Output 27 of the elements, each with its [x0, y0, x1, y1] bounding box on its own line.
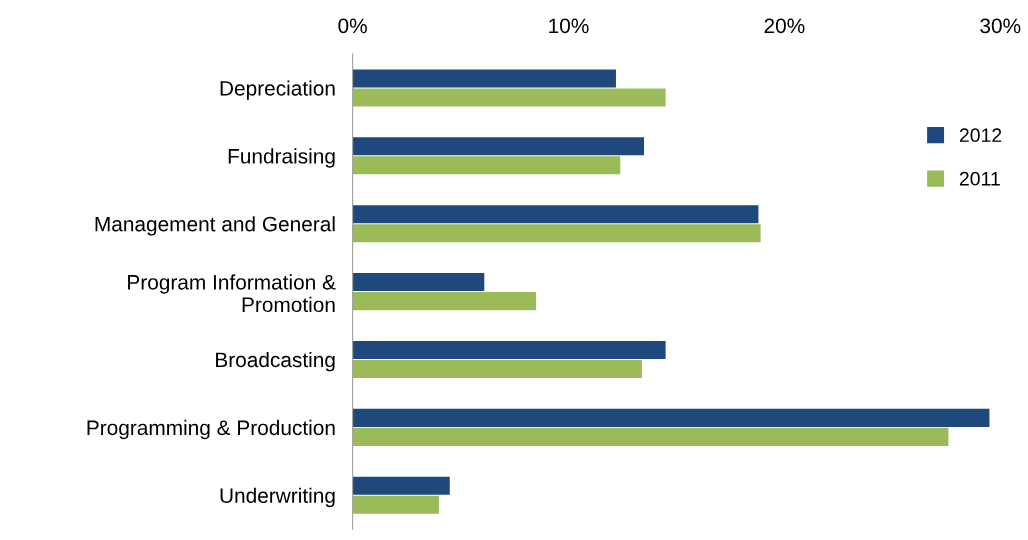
- x-tick-label: 30%: [980, 18, 1021, 34]
- y-tick-label: Depreciation: [220, 80, 335, 100]
- x-tick-label: 0%: [338, 18, 367, 34]
- bar: [352, 476, 450, 495]
- bar: [352, 495, 439, 514]
- bar: [352, 340, 666, 360]
- y-tick-label: Underwriting: [220, 487, 335, 508]
- legend-label: 2012: [959, 128, 1002, 143]
- x-tick-label: 10%: [549, 18, 589, 34]
- bar: [352, 137, 645, 156]
- y-tick-label: Broadcasting: [216, 351, 335, 372]
- bar: [352, 427, 949, 446]
- bar: [352, 273, 485, 292]
- bar: [352, 205, 759, 224]
- y-tick-label: Management and General: [95, 216, 335, 236]
- x-tick-label: 20%: [764, 18, 805, 34]
- bar: [352, 408, 990, 427]
- bar: [352, 359, 642, 379]
- bar: [352, 88, 666, 107]
- y-tick-label: Program Information & Promotion: [128, 274, 336, 313]
- bar: [352, 69, 616, 88]
- bar: [352, 156, 621, 175]
- y-tick-label: Programming & Production: [87, 419, 335, 440]
- legend-label: 2011: [959, 171, 1000, 186]
- y-tick-label: Fundraising: [228, 148, 335, 168]
- bar: [352, 224, 761, 243]
- bar: [352, 292, 537, 311]
